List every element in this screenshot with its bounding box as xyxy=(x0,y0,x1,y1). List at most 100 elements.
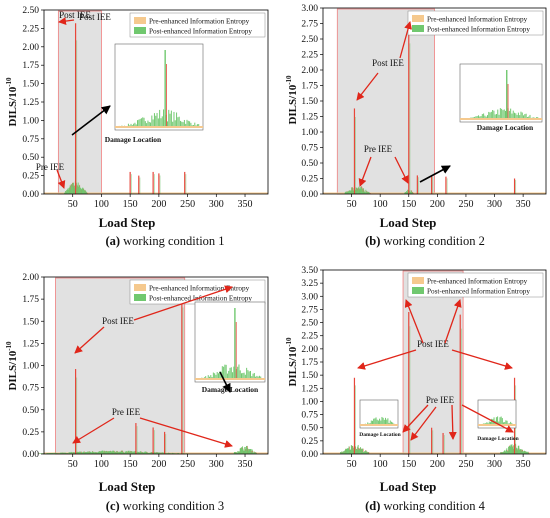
inset-label: Damage Location xyxy=(477,123,534,132)
chart-panel-c: 50 100 150 200 250 300 350 0.00 0.25 0.50 0.75 1.00… xyxy=(5,273,269,494)
inset-arrow xyxy=(219,371,231,393)
annotation-arrow xyxy=(394,156,409,184)
inset-frame xyxy=(114,43,204,131)
y-tick-label: 1.50 xyxy=(301,371,318,381)
legend-label-post: Post-enhanced Information Entropy xyxy=(427,288,530,296)
legend-box xyxy=(129,279,266,305)
x-tick-label: 200 xyxy=(430,459,445,470)
legend-label-pre: Pre-enhanced Information Entropy xyxy=(149,285,250,293)
y-tick-label: 2.75 xyxy=(301,305,318,315)
inset-label: Damage Location xyxy=(105,135,162,144)
y-axis-label-exponent: -10 xyxy=(285,337,293,347)
y-tick-label: 0.25 xyxy=(301,437,318,447)
y-tick-label: 3.25 xyxy=(301,279,318,289)
y-tick-label: 1.25 xyxy=(22,98,39,108)
annotation-arrow xyxy=(133,285,233,321)
inset-baseline xyxy=(115,126,203,128)
y-tick-label: 0.25 xyxy=(301,175,318,185)
y-tick-label: 3.50 xyxy=(301,266,318,276)
annotation-post-iee: Post IEE xyxy=(79,12,111,22)
y-tick-label: 0.50 xyxy=(22,153,39,163)
caption-c: (c) working condition 3 xyxy=(105,499,225,513)
baseline-band xyxy=(323,192,546,194)
shaded-region xyxy=(336,8,435,195)
annotation-pre-iee: Pre IEE xyxy=(364,144,393,154)
inset-baseline xyxy=(478,424,516,426)
x-tick-label: 200 xyxy=(151,199,166,210)
x-tick-label: 50 xyxy=(347,199,357,210)
y-tick-label: 1.75 xyxy=(22,61,39,71)
x-axis-label: Load Step xyxy=(380,215,437,230)
inset-label: Damage Location xyxy=(477,436,518,442)
y-tick-label: 0.00 xyxy=(301,190,318,200)
y-tick-label: 1.25 xyxy=(301,113,318,123)
annotation-arrow xyxy=(139,417,233,448)
legend-box xyxy=(129,12,266,38)
annotation-arrow xyxy=(58,17,75,26)
y-tick-label: 0.25 xyxy=(22,428,39,438)
y-tick-label: 2.00 xyxy=(22,43,39,53)
y-axis-label-main: DILS/10 xyxy=(7,350,19,390)
legend-label-pre: Pre-enhanced Information Entropy xyxy=(427,16,528,24)
annotation-post-iee: Post IEE xyxy=(59,10,91,20)
inset-frame xyxy=(459,63,543,123)
chart-panel-b: 50 100 150 200 250 300 350 0.00 0.25 0.50 0.75 1.00… xyxy=(285,4,547,230)
y-tick-label: 2.00 xyxy=(301,345,318,355)
annotation-arrow xyxy=(72,417,115,444)
legend-label-pre: Pre-enhanced Information Entropy xyxy=(427,278,528,286)
legend-swatch-pre xyxy=(134,284,146,291)
y-tick-label: 0.00 xyxy=(22,190,39,200)
annotation-pre-iee: Pre IEE xyxy=(426,395,455,405)
annotation-post-iee: Post IEE xyxy=(372,58,404,68)
legend-box xyxy=(407,10,544,36)
x-tick-label: 150 xyxy=(401,459,416,470)
y-tick-label: 0.25 xyxy=(22,172,39,182)
legend-label-post: Post-enhanced Information Entropy xyxy=(427,26,530,34)
inset-baseline xyxy=(195,378,265,380)
y-tick-label: 1.75 xyxy=(301,358,318,368)
annotation-arrow xyxy=(404,299,424,344)
x-tick-label: 50 xyxy=(68,459,78,470)
annotation-arrow xyxy=(461,404,514,433)
y-tick-label: 0.75 xyxy=(301,411,318,421)
legend-swatch-pre xyxy=(412,277,424,284)
y-tick-label: 2.25 xyxy=(301,332,318,342)
y-axis-label: DILS/10-10 xyxy=(5,341,19,391)
y-tick-label: 1.25 xyxy=(22,339,39,349)
y-tick-label: 1.00 xyxy=(22,362,39,372)
y-axis-label-exponent: -10 xyxy=(5,341,13,351)
y-tick-label: 0.00 xyxy=(22,450,39,460)
y-tick-label: 0.75 xyxy=(22,384,39,394)
chart-panel-a: 50 100 150 200 250 300 350 0.00 0.25 0.50 0.75 1.00… xyxy=(5,6,269,230)
annotation-arrow xyxy=(402,404,429,433)
caption-b: (b) working condition 2 xyxy=(365,234,485,248)
y-tick-label: 2.50 xyxy=(301,35,318,45)
legend-label-post: Post-enhanced Information Entropy xyxy=(149,295,252,303)
y-tick-label: 3.00 xyxy=(301,4,318,14)
y-tick-label: 0.50 xyxy=(301,424,318,434)
y-tick-label: 2.25 xyxy=(301,51,318,61)
x-tick-label: 150 xyxy=(123,459,138,470)
x-tick-label: 250 xyxy=(458,459,473,470)
baseline-band xyxy=(44,192,268,194)
caption-d: (d) working condition 4 xyxy=(365,499,485,513)
y-axis-label: DILS/10-10 xyxy=(285,337,299,387)
annotation-pre-iee: Pre IEE xyxy=(112,407,141,417)
x-tick-label: 300 xyxy=(487,199,502,210)
y-tick-label: 3.00 xyxy=(301,292,318,302)
legend-swatch-pre xyxy=(412,15,424,22)
y-tick-label: 1.50 xyxy=(301,97,318,107)
y-tick-label: 2.50 xyxy=(301,319,318,329)
x-tick-label: 100 xyxy=(373,199,388,210)
y-tick-label: 2.75 xyxy=(301,20,318,30)
chart-panel-d: 50 100 150 200 250 300 350 0.00 0.25 0.50 0.75 1.00… xyxy=(285,266,547,494)
y-tick-label: 1.00 xyxy=(301,397,318,407)
x-axis-label: Load Step xyxy=(99,215,156,230)
y-tick-label: 2.50 xyxy=(22,6,39,16)
x-tick-label: 250 xyxy=(458,199,473,210)
annotation-arrow xyxy=(399,21,412,59)
y-tick-label: 0.50 xyxy=(22,406,39,416)
annotation-post-iee: Post IEE xyxy=(102,316,134,326)
annotation-arrow xyxy=(410,406,437,441)
